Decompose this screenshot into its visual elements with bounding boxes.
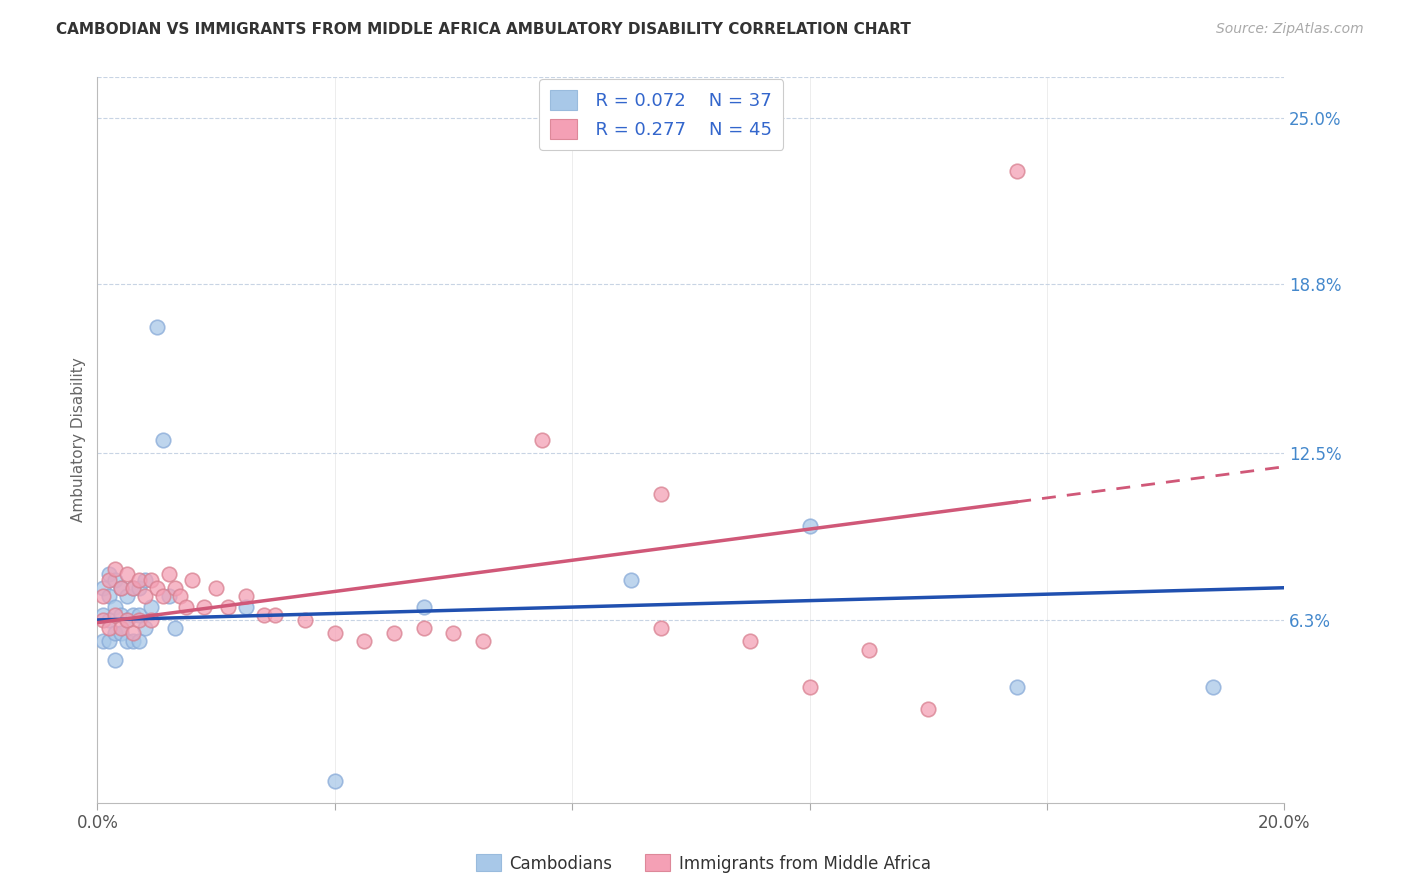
Point xyxy=(104,653,127,667)
Text: CAMBODIAN VS IMMIGRANTS FROM MIDDLE AFRICA AMBULATORY DISABILITY CORRELATION CHA: CAMBODIAN VS IMMIGRANTS FROM MIDDLE AFRI… xyxy=(56,22,911,37)
Point xyxy=(323,626,346,640)
Point xyxy=(115,589,138,603)
Point xyxy=(122,581,145,595)
Point xyxy=(917,701,939,715)
Point xyxy=(169,589,191,603)
Point xyxy=(193,599,215,614)
Point xyxy=(799,680,821,694)
Point xyxy=(531,433,554,447)
Point xyxy=(294,613,316,627)
Point xyxy=(382,626,405,640)
Point xyxy=(98,613,121,627)
Point xyxy=(1202,680,1225,694)
Point xyxy=(1005,680,1028,694)
Point xyxy=(98,589,121,603)
Point xyxy=(91,589,114,603)
Point xyxy=(145,320,167,334)
Point xyxy=(412,599,434,614)
Point xyxy=(323,774,346,789)
Point xyxy=(128,613,150,627)
Point xyxy=(176,599,198,614)
Point xyxy=(91,607,114,622)
Point xyxy=(115,613,138,627)
Point xyxy=(139,573,162,587)
Point xyxy=(110,581,132,595)
Point xyxy=(134,573,156,587)
Point xyxy=(157,589,180,603)
Point xyxy=(98,573,121,587)
Point xyxy=(799,519,821,533)
Point xyxy=(110,626,132,640)
Point xyxy=(128,581,150,595)
Point xyxy=(1005,164,1028,178)
Point xyxy=(98,621,121,635)
Point xyxy=(128,573,150,587)
Text: Source: ZipAtlas.com: Source: ZipAtlas.com xyxy=(1216,22,1364,37)
Point xyxy=(115,634,138,648)
Point xyxy=(91,581,114,595)
Point xyxy=(122,626,145,640)
Point xyxy=(740,634,762,648)
Point xyxy=(134,589,156,603)
Point xyxy=(98,634,121,648)
Point xyxy=(104,562,127,576)
Point xyxy=(252,607,274,622)
Point xyxy=(157,567,180,582)
Point xyxy=(650,487,672,501)
Point xyxy=(128,607,150,622)
Point xyxy=(152,589,174,603)
Point xyxy=(145,581,167,595)
Point xyxy=(115,567,138,582)
Point xyxy=(128,634,150,648)
Point xyxy=(353,634,375,648)
Point xyxy=(110,607,132,622)
Point xyxy=(115,613,138,627)
Point xyxy=(443,626,465,640)
Point xyxy=(152,433,174,447)
Point xyxy=(110,621,132,635)
Point xyxy=(181,573,204,587)
Point xyxy=(104,599,127,614)
Point xyxy=(163,581,186,595)
Point xyxy=(650,621,672,635)
Point xyxy=(620,573,643,587)
Point xyxy=(122,607,145,622)
Point xyxy=(104,607,127,622)
Point xyxy=(104,626,127,640)
Point xyxy=(264,607,287,622)
Y-axis label: Ambulatory Disability: Ambulatory Disability xyxy=(72,358,86,523)
Point xyxy=(98,567,121,582)
Legend: Cambodians, Immigrants from Middle Africa: Cambodians, Immigrants from Middle Afric… xyxy=(468,847,938,880)
Point xyxy=(235,589,257,603)
Point xyxy=(91,613,114,627)
Point xyxy=(235,599,257,614)
Point xyxy=(217,599,239,614)
Point xyxy=(104,573,127,587)
Point xyxy=(472,634,495,648)
Point xyxy=(110,581,132,595)
Point xyxy=(122,634,145,648)
Point xyxy=(134,621,156,635)
Point xyxy=(858,642,880,657)
Point xyxy=(122,581,145,595)
Legend:   R = 0.072    N = 37,   R = 0.277    N = 45: R = 0.072 N = 37, R = 0.277 N = 45 xyxy=(538,79,783,150)
Point xyxy=(412,621,434,635)
Point xyxy=(205,581,228,595)
Point xyxy=(139,599,162,614)
Point xyxy=(139,613,162,627)
Point xyxy=(91,634,114,648)
Point xyxy=(163,621,186,635)
